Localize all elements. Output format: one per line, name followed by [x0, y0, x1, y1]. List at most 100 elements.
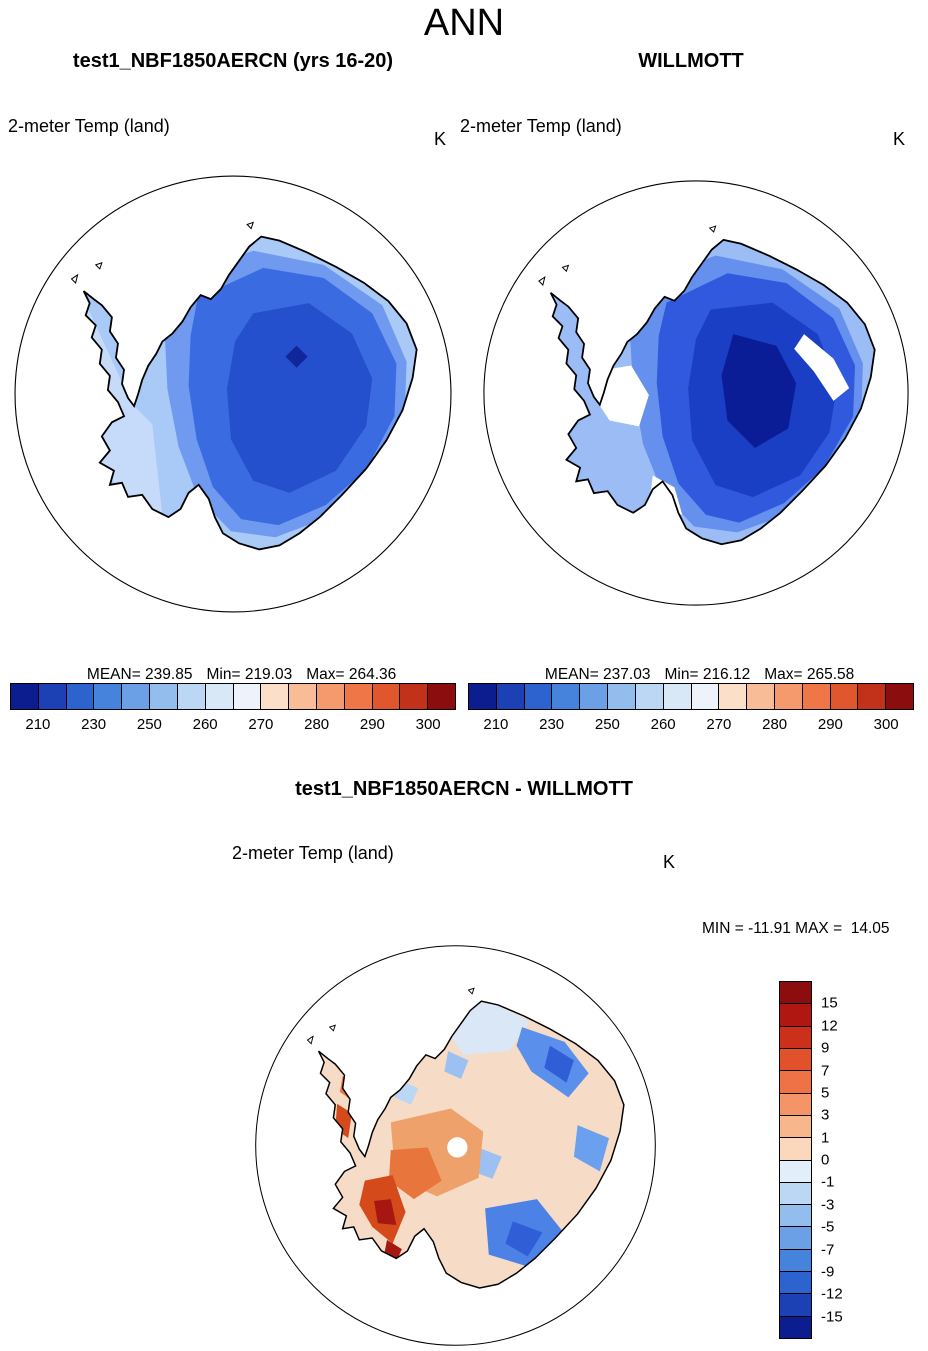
temperature-fill-regions: [593, 255, 863, 533]
colorbar-cell: [205, 684, 234, 709]
colorbar-cell: [261, 684, 290, 709]
colorbar-tick-label: 280: [762, 716, 788, 733]
colorbar-cell: [122, 684, 151, 709]
colorbar-cell: [780, 982, 811, 1005]
colorbar-tick-label: -7: [821, 1241, 835, 1258]
colorbar-cell: [400, 684, 429, 709]
colorbar-tick-label: 0: [821, 1151, 830, 1169]
colorbar-tick-label: 290: [359, 716, 385, 733]
colorbar-tick-label: 9: [821, 1039, 830, 1057]
diff-units-label: K: [663, 852, 676, 872]
obs-max: Max= 265.58: [764, 666, 855, 683]
obs-map: [483, 180, 909, 606]
colorbar-cell: [691, 684, 720, 709]
obs-variable-label: 2-meter Temp (land): [460, 116, 622, 136]
island-specks: [70, 221, 254, 284]
colorbar-cell: [177, 684, 206, 709]
colorbar-bar: [10, 683, 456, 710]
colorbar-cell: [469, 684, 497, 709]
obs-units-label: K: [893, 129, 906, 149]
model-max: Max= 264.36: [306, 666, 397, 683]
colorbar-tick-label: -9: [821, 1263, 835, 1281]
colorbar-bar: [468, 683, 914, 710]
diff-map: [255, 945, 656, 1346]
obs-colorbar: 210 230 250 260 270 280 290 300: [468, 683, 914, 741]
colorbar-cell: [780, 1093, 811, 1116]
colorbar-tick-label: 250: [594, 716, 620, 733]
colorbar-tick-label: 280: [304, 716, 330, 733]
colorbar-cell: [780, 1294, 811, 1317]
colorbar-tick-label: -12: [821, 1285, 843, 1303]
colorbar-cell: [66, 684, 95, 709]
colorbar-tick-label: 210: [483, 716, 509, 733]
colorbar-tick-label: 3: [821, 1106, 830, 1124]
obs-mean: MEAN= 237.03: [544, 666, 651, 683]
colorbar-cell: [635, 684, 664, 709]
colorbar-cell: [830, 684, 859, 709]
colorbar-cell: [580, 684, 609, 709]
plot-title: ANN: [423, 2, 505, 44]
colorbar-cell: [552, 684, 581, 709]
colorbar-cell: [780, 1138, 811, 1161]
colorbar-cell: [780, 1071, 811, 1094]
colorbar-cell: [886, 684, 913, 709]
model-colorbar: 210 230 250 260 270 280 290 300: [10, 683, 456, 741]
colorbar-cell: [802, 684, 831, 709]
colorbar-cell: [780, 1272, 811, 1295]
colorbar-cell: [428, 684, 455, 709]
colorbar-tick-label: 1: [821, 1129, 830, 1147]
colorbar-cell: [780, 1316, 811, 1338]
colorbar-cell: [780, 1048, 811, 1072]
colorbar-tick-label: 230: [539, 716, 565, 733]
colorbar-cell: [289, 684, 317, 709]
colorbar-cell: [780, 1160, 811, 1183]
obs-panel-header: WILLMOTT: [638, 50, 744, 72]
model-mean: MEAN= 239.85: [86, 666, 193, 683]
island-specks: [538, 225, 717, 286]
colorbar-cell: [11, 684, 39, 709]
colorbar-cell: [94, 684, 123, 709]
colorbar-cell: [747, 684, 775, 709]
colorbar-cell: [316, 684, 345, 709]
obs-stats: MEAN= 237.03 Min= 216.12 Max= 265.58: [468, 648, 914, 702]
colorbar-tick-label: 300: [415, 716, 441, 733]
colorbar-tick-label: 210: [25, 716, 51, 733]
colorbar-tick-label: -5: [821, 1218, 835, 1236]
colorbar-bar: [779, 981, 812, 1339]
colorbar-cell: [858, 684, 887, 709]
colorbar-cell: [372, 684, 401, 709]
colorbar-cell: [780, 1115, 811, 1139]
colorbar-cell: [150, 684, 178, 709]
colorbar-tick-label: 15: [821, 994, 838, 1012]
model-stats: MEAN= 239.85 Min= 219.03 Max= 264.36: [10, 648, 456, 702]
colorbar-cell: [780, 1004, 811, 1027]
colorbar-cell: [663, 684, 692, 709]
colorbar-tick-label: -15: [821, 1308, 843, 1326]
colorbar-tick-label: 230: [81, 716, 107, 733]
colorbar-tick-label: -3: [821, 1196, 835, 1214]
colorbar-tick-label: 300: [873, 716, 899, 733]
colorbar-cell: [496, 684, 525, 709]
colorbar-cell: [608, 684, 636, 709]
colorbar-cell: [780, 1205, 811, 1228]
colorbar-tick-label: 270: [706, 716, 732, 733]
colorbar-tick-label: -1: [821, 1173, 835, 1191]
colorbar-cell: [524, 684, 553, 709]
obs-min: Min= 216.12: [664, 666, 751, 683]
colorbar-cell: [233, 684, 262, 709]
colorbar-tick-label: 250: [136, 716, 162, 733]
model-units-label: K: [434, 129, 447, 149]
colorbar-tick-label: 290: [817, 716, 843, 733]
colorbar-cell: [780, 1227, 811, 1250]
colorbar-tick-label: 270: [248, 716, 274, 733]
colorbar-tick-label: 5: [821, 1084, 830, 1102]
colorbar-cell: [780, 1026, 811, 1049]
colorbar-tick-label: 260: [192, 716, 218, 733]
model-map: [14, 175, 452, 613]
colorbar-cell: [38, 684, 67, 709]
temperature-fill-regions: [83, 250, 407, 538]
diff-minmax-label: MIN = -11.91 MAX = 14.05: [702, 920, 890, 937]
diff-panel-header: test1_NBF1850AERCN - WILLMOTT: [295, 778, 633, 800]
model-variable-label: 2-meter Temp (land): [8, 116, 170, 136]
